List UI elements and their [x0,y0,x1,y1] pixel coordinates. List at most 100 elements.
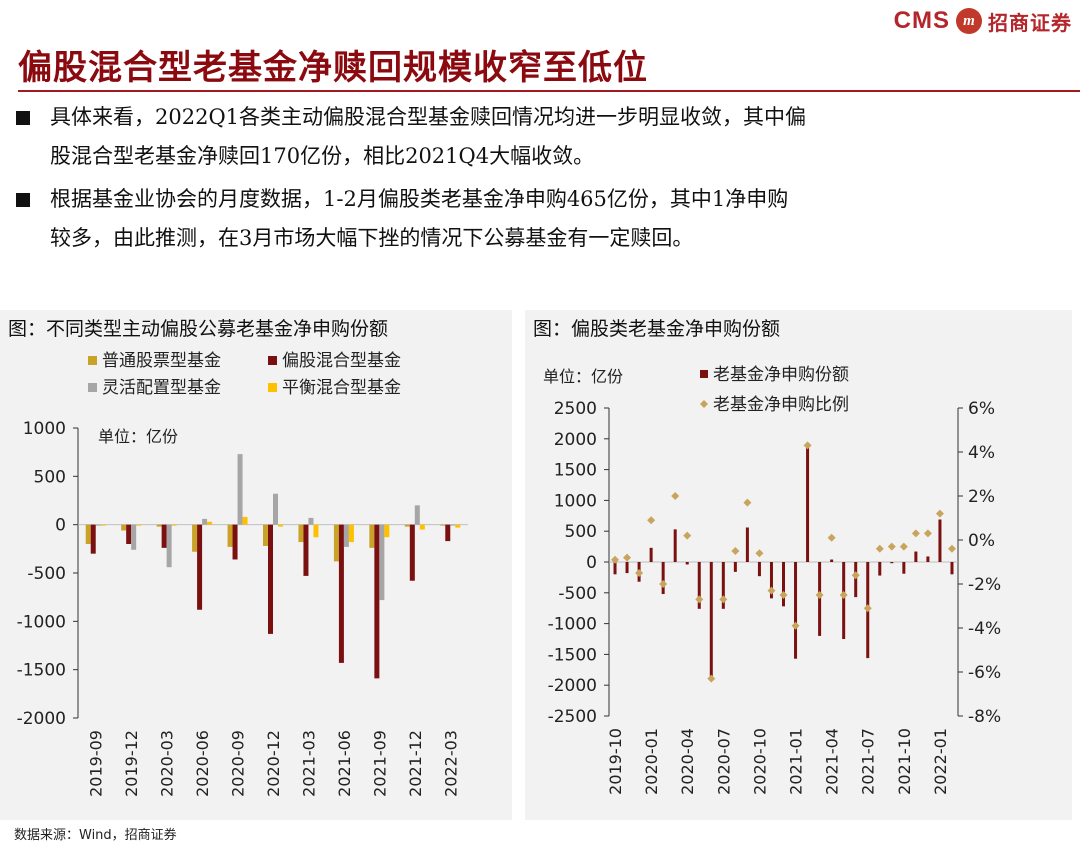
bar [273,493,278,525]
bar [263,524,268,546]
bar [440,524,446,526]
bullet-2-line-1: 根据基金业协会的月度数据，1-2月偏股类老基金净申购465亿份，其中1净申购 [50,187,789,211]
bar [938,519,942,562]
scatter-point [707,674,716,683]
scatter-point [803,441,812,450]
bar [232,524,238,560]
bar [369,524,375,548]
y-tick-label: -2000 [17,709,66,729]
scatter-point [947,544,956,553]
scatter-point [635,569,644,577]
bar [95,524,101,526]
bar [136,524,142,526]
bar [445,524,451,542]
right-chart-title: 图：偏股类老基金净申购份额 [533,318,781,340]
bar [830,559,834,562]
bar [384,524,390,538]
x-tick-label: 2020-01 [642,728,661,795]
bar [409,524,415,581]
bar [126,524,132,544]
bar [308,517,314,525]
left-chart-title: 图：不同类型主动偏股公募老基金净申购份额 [8,318,389,340]
bar [278,524,283,527]
bar [313,524,319,538]
scatter-point [935,509,944,518]
y-tick-label: 1500 [554,461,597,481]
bar [613,562,617,575]
legend-swatch [88,356,97,365]
scatter-point [767,586,776,595]
scatter-point [839,591,848,599]
left-chart-panel: 图：不同类型主动偏股公募老基金净申购份额 普通股票型基金 偏股混合型基金 灵活配置型… [0,310,512,820]
page-title: 偏股混合型老基金净赎回规模收窄至低位 [18,48,648,88]
legend-label: 平衡混合型基金 [282,378,401,398]
bar [242,516,248,525]
bar [769,562,773,599]
scatter-point [791,621,800,630]
bar [950,562,954,575]
y-tick-label: 2000 [554,430,597,450]
x-tick-label: 2021-01 [787,728,806,795]
x-tick-label: 2020-04 [678,728,697,795]
scatter-point [719,595,728,604]
legend-label: 老基金净申购比例 [713,395,849,415]
scatter-point [899,542,908,551]
y2-tick-label: 2% [968,487,995,507]
scatter-point [887,542,896,551]
y-tick-label: 0 [586,553,597,573]
y-tick-label: -1500 [548,645,597,665]
bar [414,505,420,525]
bar [343,524,349,547]
bar [745,527,749,562]
scatter-point [623,553,632,562]
bar [625,562,629,574]
y-tick-label: 1000 [554,491,597,511]
bar [842,562,846,639]
y-tick-label: -500 [558,584,597,604]
bar [192,524,198,552]
scatter-point [683,531,692,540]
x-tick-label: 2020-03 [158,730,177,797]
x-tick-label: 2021-12 [406,730,425,797]
scatter-point [779,591,788,599]
unit-label: 单位：亿份 [543,367,623,386]
bar [902,562,906,574]
x-tick-label: 2022-03 [441,730,460,797]
x-tick-label: 2020-06 [193,730,212,797]
y-tick-label: 2500 [554,399,597,419]
y-tick-label: -1500 [17,661,66,681]
y-tick-label: 500 [565,522,597,542]
bar [733,562,737,572]
x-tick-label: 2021-03 [299,730,318,797]
bar [914,551,918,562]
x-tick-label: 2021-10 [895,728,914,795]
bar [161,524,167,548]
brand-cn-text: 招商证券 [988,10,1072,35]
y2-tick-label: 0% [968,531,995,551]
scatter-point [731,547,740,555]
y-tick-label: -1000 [548,615,597,635]
x-tick-label: 2020-10 [750,728,769,795]
y-tick-label: 1000 [23,419,66,439]
bar [268,524,273,634]
bar [197,524,203,610]
scatter-point [815,591,824,599]
scatter-point [755,549,764,558]
bullet-1-line-2: 股混合型老基金净赎回170亿份，相比2021Q4大幅收敛。 [50,144,595,168]
bar [649,547,653,562]
bar [85,524,91,544]
scatter-point [659,580,668,588]
brand-cms-text: CMS [893,7,950,34]
scatter-point [647,516,656,525]
bullet-1-line-1: 具体来看，2022Q1各类主动偏股混合型基金赎回情况均进一步明显收敛，其中偏 [50,105,807,129]
bar [171,524,177,526]
title-divider [18,90,1080,92]
y-tick-label: 0 [55,516,66,536]
legend-swatch [268,356,277,365]
bar [673,529,677,562]
x-tick-label: 2022-01 [931,728,950,795]
scatter-point [875,544,884,553]
y2-tick-label: -4% [968,619,1001,639]
x-tick-label: 2021-09 [370,730,389,797]
bar [661,562,665,595]
